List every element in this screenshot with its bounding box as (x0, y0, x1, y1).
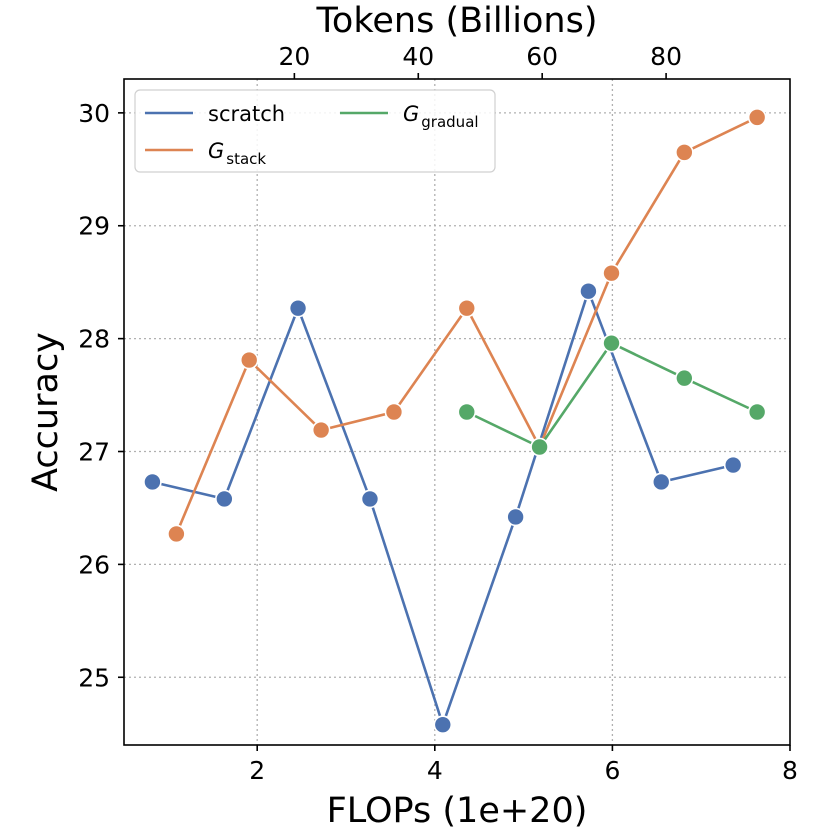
y-tick-label: 30 (78, 99, 110, 128)
data-point (433, 715, 453, 734)
data-point (506, 507, 525, 527)
data-point (167, 524, 186, 544)
x-tick-label: 8 (782, 756, 798, 785)
x-tick-label: 2 (249, 756, 265, 785)
series-line (175, 116, 758, 535)
data-point (457, 402, 477, 422)
data-point (239, 350, 259, 370)
data-point (288, 298, 308, 318)
data-point (384, 402, 404, 422)
y-tick-label: 26 (78, 550, 110, 579)
data-point (457, 298, 477, 318)
legend-label-subscript: stack (226, 150, 266, 168)
series-g-gradual (457, 333, 767, 457)
top-x-tick-label: 40 (402, 42, 434, 71)
legend-label: scratch (208, 102, 285, 126)
y-tick-label: 25 (78, 663, 110, 692)
y-axis-title: Accuracy (26, 332, 66, 492)
y-tick-label: 29 (78, 212, 110, 241)
top-x-tick-label: 20 (278, 42, 310, 71)
data-point (311, 420, 331, 440)
data-point (579, 281, 598, 301)
series-scratch (143, 281, 743, 734)
plot-frame (123, 78, 791, 746)
top-x-tick-label: 80 (650, 42, 682, 71)
top-x-tick-label: 60 (526, 42, 558, 71)
data-point (651, 472, 671, 492)
data-point (530, 437, 549, 457)
data-point (602, 263, 621, 283)
data-point (747, 402, 767, 422)
x-tick-label: 4 (427, 756, 443, 785)
legend-label-base: G (403, 102, 419, 126)
data-point (747, 108, 767, 127)
x-tick-label: 6 (604, 756, 620, 785)
top-x-axis-title: Tokens (Billions) (316, 1, 598, 41)
data-point (215, 489, 234, 509)
grid (124, 79, 790, 745)
legend-label-base: G (208, 139, 224, 163)
data-point (602, 333, 621, 353)
data-point (723, 455, 743, 475)
legend-label-subscript: gradual (421, 113, 478, 131)
data-point (143, 472, 162, 492)
series-line (152, 289, 734, 727)
data-point (675, 143, 694, 162)
data-point (360, 489, 380, 509)
legend-box (134, 89, 496, 173)
axis-ticks: 2 4 6 8 20 40 60 80 25 26 27 28 29 30 (78, 42, 798, 785)
data-point (675, 368, 694, 388)
y-tick-label: 27 (78, 438, 110, 467)
y-tick-label: 28 (78, 325, 110, 354)
x-axis-title: FLOPs (1e+20) (327, 791, 588, 830)
series-layer (143, 108, 767, 734)
